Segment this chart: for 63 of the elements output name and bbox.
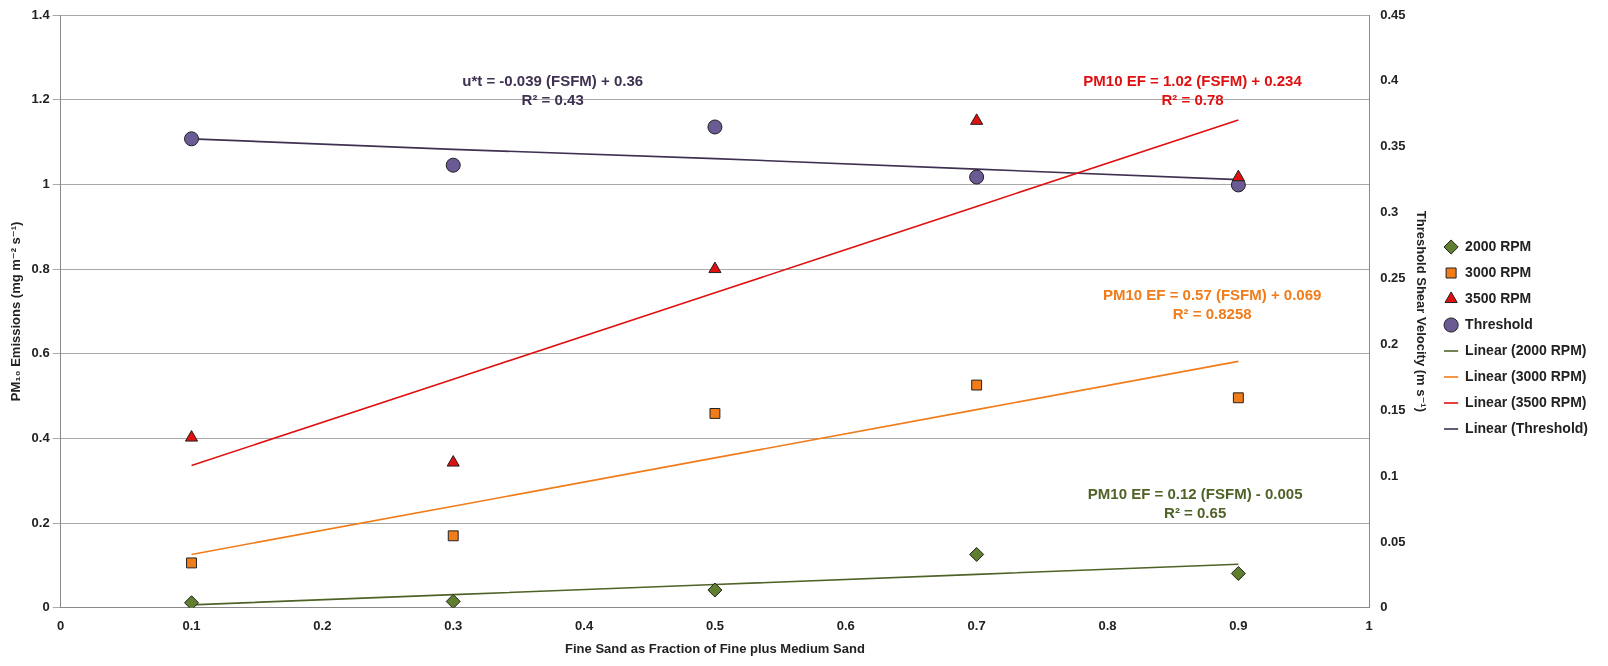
- legend-label: Linear (2000 RPM): [1465, 341, 1587, 358]
- x-tick-label: 0.7: [967, 618, 986, 634]
- point: [708, 261, 722, 274]
- y-tick-label: 1: [42, 175, 50, 191]
- y-tick-label: 0.2: [31, 514, 50, 530]
- y2-tick-label: 0.1: [1380, 467, 1399, 483]
- x-tick-label: 0.4: [575, 618, 594, 634]
- x-tick-label: 0.9: [1229, 618, 1248, 634]
- y2-tick-label: 0.4: [1380, 72, 1400, 88]
- y-tick-label: 0.4: [31, 430, 51, 446]
- x-tick-label: 0.6: [836, 618, 855, 634]
- x-tick-label: 0.1: [182, 618, 201, 634]
- point: [971, 379, 983, 391]
- legend-label: Linear (Threshold): [1465, 419, 1589, 436]
- y2-tick-label: 0.25: [1380, 270, 1406, 286]
- point: [184, 131, 200, 147]
- y-tick-label: 0.6: [31, 345, 50, 361]
- annotation: PM10 EF = 0.12 (FSFM) - 0.005 R² = 0.65: [1087, 485, 1303, 522]
- point: [707, 119, 723, 135]
- point: [970, 113, 984, 125]
- legend-label: 3000 RPM: [1465, 263, 1532, 280]
- y2-tick-label: 0.05: [1380, 533, 1406, 549]
- x-tick-label: 1: [1365, 618, 1373, 634]
- point: [1232, 392, 1244, 404]
- y2-axis-title: Threshold Shear Velocity (m s⁻¹): [1413, 210, 1429, 412]
- point: [969, 169, 985, 185]
- point: [446, 455, 460, 467]
- y2-tick-label: 0.2: [1380, 335, 1399, 351]
- x-axis-title: Fine Sand as Fraction of Fine plus Medium Sand: [565, 640, 865, 656]
- point: [969, 546, 985, 562]
- legend-label: Linear (3500 RPM): [1465, 393, 1587, 410]
- x-tick-label: 0.8: [1098, 618, 1117, 634]
- x-tick-label: 0: [57, 618, 65, 634]
- legend-label: Linear (3000 RPM): [1465, 367, 1587, 384]
- annotation: PM10 EF = 1.02 (FSFM) + 0.234 R² = 0.78: [1083, 71, 1303, 108]
- annotation: PM10 EF = 0.57 (FSFM) + 0.069 R² = 0.8258: [1102, 286, 1322, 323]
- y2-tick-label: 0: [1380, 599, 1388, 615]
- y-tick-label: 1.4: [31, 6, 51, 22]
- y-tick-label: 1.2: [31, 91, 50, 107]
- y2-tick-label: 0.45: [1380, 6, 1406, 22]
- y-tick-label: 0: [42, 599, 50, 615]
- y2-tick-label: 0.15: [1380, 401, 1406, 417]
- point: [184, 595, 200, 608]
- point: [1230, 566, 1246, 581]
- y-tick-label: 0.8: [31, 260, 50, 276]
- y2-tick-label: 0.35: [1380, 138, 1406, 154]
- legend-label: Threshold: [1465, 315, 1533, 332]
- point: [186, 557, 197, 569]
- point: [707, 582, 723, 598]
- point: [709, 408, 721, 419]
- legend-label: 2000 RPM: [1465, 237, 1532, 254]
- x-tick-label: 0.2: [313, 618, 332, 634]
- point: [445, 593, 461, 608]
- point: [1231, 169, 1245, 182]
- annotation: u*t = -0.039 (FSFM) + 0.36 R² = 0.43: [462, 71, 644, 108]
- y2-tick-label: 0.3: [1380, 204, 1399, 220]
- point: [445, 157, 461, 173]
- point: [447, 530, 459, 542]
- x-tick-label: 0.5: [705, 618, 724, 634]
- x-tick-label: 0.3: [444, 618, 463, 634]
- y-axis-title: PM₁₀ Emissions (mg m⁻² s⁻¹): [8, 221, 24, 402]
- point: [184, 430, 199, 442]
- legend-label: 3500 RPM: [1465, 289, 1532, 306]
